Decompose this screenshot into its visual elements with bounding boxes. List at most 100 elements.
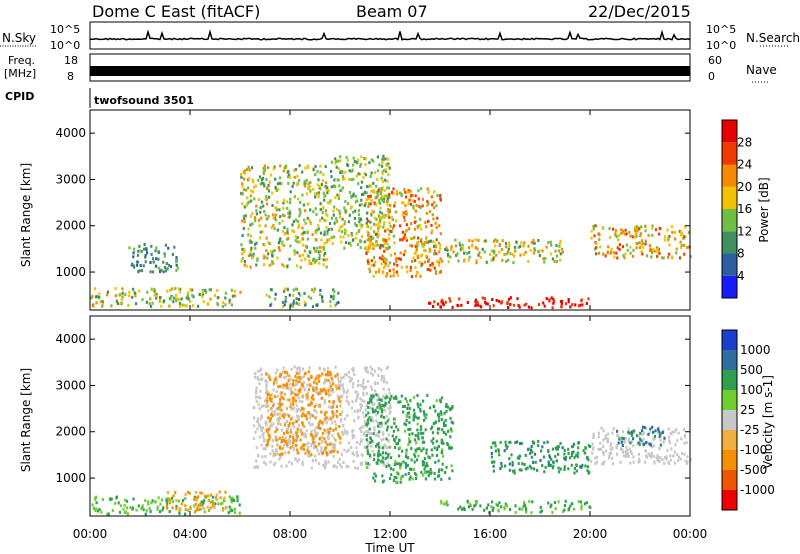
power-cell [414,194,417,198]
power-cell [264,213,267,217]
velocity-cell [413,453,416,457]
power-cell [303,230,306,234]
power-cell [468,246,471,250]
velocity-cell [318,462,321,465]
velocity-cell [324,391,327,395]
velocity-cell [306,411,309,415]
velocity-cell [265,423,268,427]
power-cell [307,295,310,299]
power-cell [456,252,459,256]
velocity-cell [268,393,271,397]
power-cell [347,177,351,181]
power-cell [361,223,364,227]
velocity-cell [563,504,567,507]
velocity-cell [309,383,312,387]
velocity-cell [274,449,278,453]
velocity-cell [376,410,379,414]
power-cell [553,259,556,263]
power-cell [231,294,234,298]
power-cell [372,230,376,234]
power-cell [370,199,373,203]
power-cell [344,208,347,212]
velocity-cell [168,501,172,505]
power-cell [508,244,511,248]
velocity-cell [255,399,258,403]
power-cell [243,260,246,263]
velocity-cell [677,455,681,459]
power-cell [261,230,264,234]
velocity-cell [371,416,374,420]
velocity-cell [354,466,357,470]
power-cell [184,304,187,307]
velocity-cell [365,466,369,469]
velocity-cell [323,410,326,414]
velocity-cell [388,445,391,449]
power-cell [468,239,471,243]
velocity-cell [492,506,495,510]
velocity-cell [393,439,396,443]
velocity-cell [336,414,339,418]
velocity-cell [579,500,583,504]
velocity-cell [272,422,275,426]
power-cell [263,164,266,168]
velocity-cell [499,440,502,444]
velocity-cell [367,462,370,466]
power-cell [368,246,371,250]
velocity-cell [314,416,317,420]
velocity-cell [557,452,560,456]
power-cell [258,236,262,240]
power-cell [173,296,176,300]
velocity-cell [331,421,334,425]
power-cell [294,168,297,171]
velocity-cell [539,505,542,509]
velocity-cell [457,507,460,511]
velocity-cell [686,460,689,464]
velocity-cell [386,419,389,423]
velocity-cell [297,415,300,419]
velocity-cell [547,460,550,464]
velocity-cell [222,508,225,512]
power-cell [683,252,686,256]
power-cell [326,229,329,233]
velocity-cell [211,504,214,508]
x-tick-label: 00:00 [73,527,108,541]
power-cell [347,220,350,224]
velocity-cell [330,376,333,380]
velocity-cell [392,479,395,482]
power-cell [303,300,306,304]
velocity-cell [586,465,589,469]
power-cell [287,211,290,215]
velocity-cbar-segment [722,410,737,430]
power-cell [305,178,308,182]
power-cell [343,206,346,210]
velocity-cell [301,460,304,464]
velocity-cell [426,464,429,468]
velocity-cell [365,462,368,466]
power-cell [253,197,256,201]
velocity-cell [601,462,604,466]
power-cell [335,165,338,169]
power-cell [118,293,121,297]
velocity-cell [341,386,345,390]
velocity-cell [648,431,651,435]
power-cell [457,259,460,263]
power-cell [309,222,312,226]
velocity-cell [310,442,313,446]
velocity-cell [381,451,384,455]
velocity-cell [367,443,370,447]
power-cell [480,305,483,309]
velocity-cell [366,370,369,374]
velocity-cell [117,501,120,505]
velocity-cell [317,376,320,380]
velocity-cell [450,407,453,410]
power-cell [675,251,678,255]
velocity-cell [451,469,454,473]
power-cell [326,191,329,195]
power-cell [557,249,560,253]
velocity-cell [289,382,292,386]
velocity-cell [468,502,471,506]
velocity-cell [625,453,628,456]
power-cell [421,197,424,201]
velocity-cell [665,455,668,459]
power-cell [316,170,319,174]
